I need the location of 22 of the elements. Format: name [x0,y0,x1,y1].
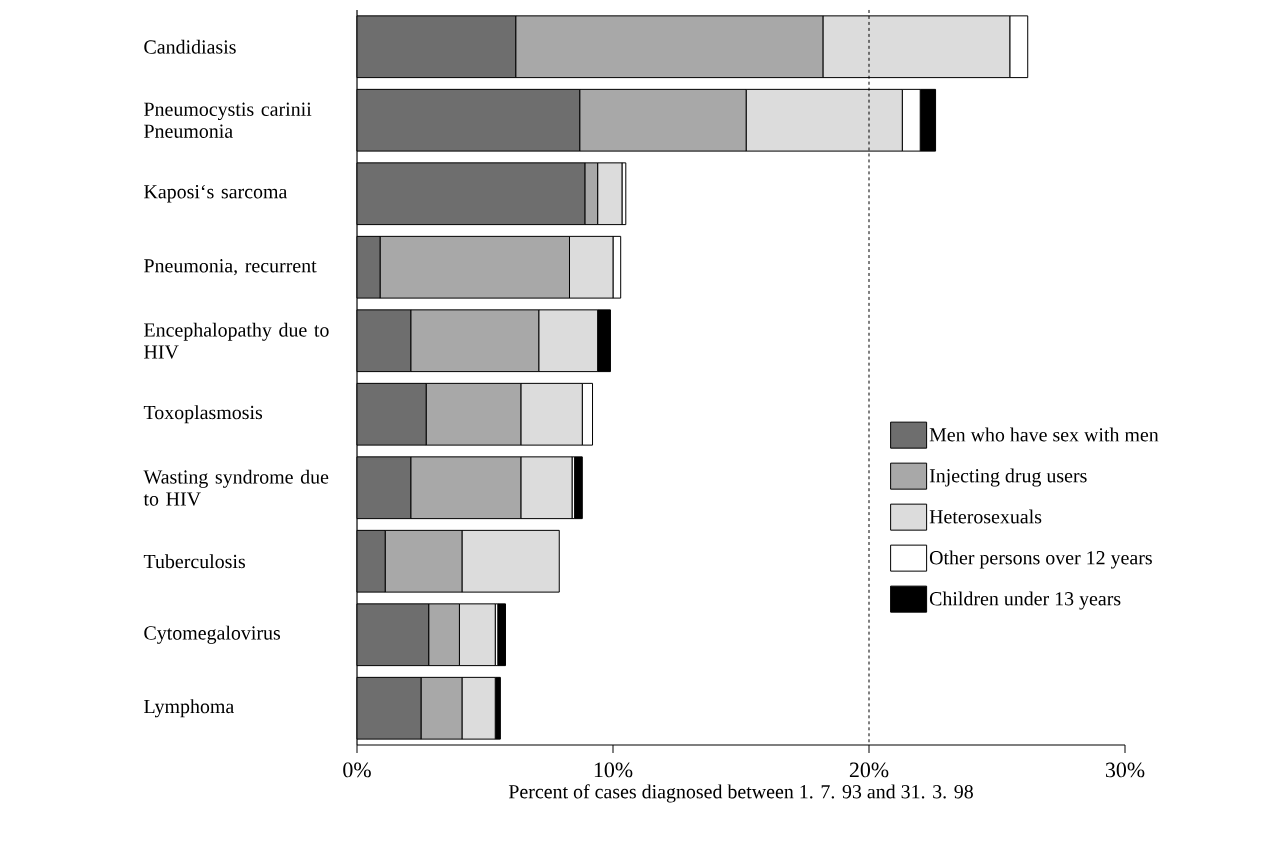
legend-label: Injecting drug users [929,468,1087,487]
y-tick-label: Pneumocystis carinii Pneumonia [144,102,312,138]
legend-label: Heterosexuals [929,509,1042,524]
x-axis-title: Percent of cases diagnosed between 1. 7. 93 and 31. 3. 98 [508,784,973,803]
x-tick-label: 0% [343,762,371,778]
x-tick-label: 30% [1105,762,1145,778]
y-tick-label: Encephalopathy due to HIV [144,322,329,359]
y-tick-label: Tuberculosis [143,554,245,569]
y-tick-label: Wasting syndrome due to HIV [143,469,329,506]
y-tick-label: Toxoplasmosis [143,405,263,424]
y-tick-label: Pneumonia, recurrent [144,259,317,276]
y-tick-label: Lymphoma [144,699,234,718]
x-tick-label: 10% [594,762,633,778]
y-tick-label: Candidiasis [144,39,236,54]
y-tick-label: Kaposi‘s sarcoma [144,184,288,203]
y-tick-label: Cytomegalovirus [144,625,281,644]
x-tick-label: 20% [849,762,889,778]
legend-label: Men who have sex with men [929,427,1159,442]
bar [574,456,583,520]
legend-label: Children under 13 years [929,591,1121,610]
bar [497,603,506,667]
legend-label: Other persons over 12 years [929,550,1152,569]
